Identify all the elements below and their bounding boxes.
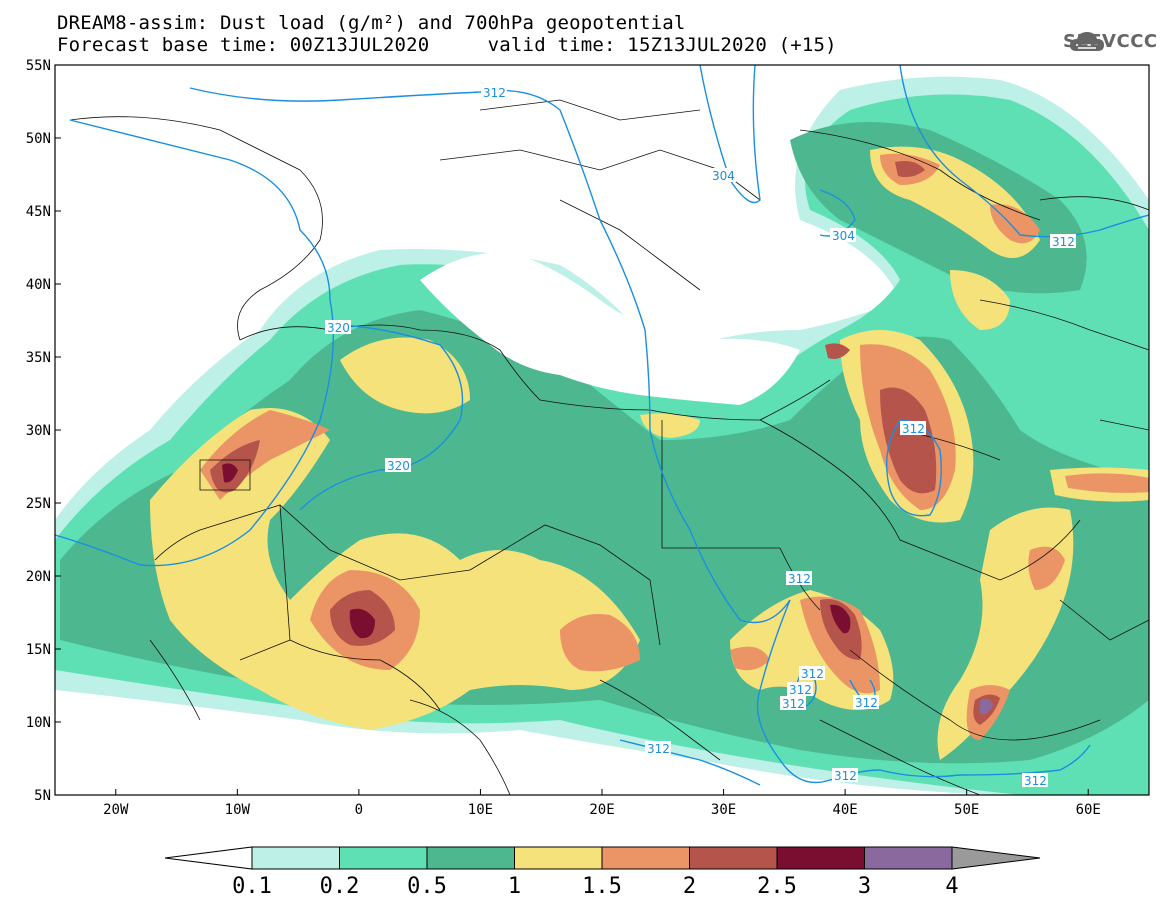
colorbar-segment [689, 846, 778, 870]
colorbar-segment [514, 846, 603, 870]
colorbar-label: 2.5 [757, 874, 797, 899]
colorbar-label: 0.5 [407, 874, 447, 899]
colorbar-label: 0.1 [232, 874, 272, 899]
contour-label: 312 [1052, 235, 1075, 249]
colorbar-high-arrow [951, 846, 1041, 870]
latitude-label: 15N [26, 642, 51, 658]
latitude-label: 30N [26, 423, 51, 439]
latitude-labels: 55N 50N 45N 40N 35N 30N 25N 20N 15N 10N 5N [26, 58, 61, 804]
geopotential-contours [55, 65, 1149, 786]
latitude-label: 20N [26, 569, 51, 585]
colorbar-segment [251, 846, 340, 870]
contour-label: 312 [834, 769, 857, 783]
colorbar-low-arrow [164, 846, 253, 870]
latitude-label: 35N [26, 350, 51, 366]
contour-label: 320 [327, 321, 350, 335]
colorbar-label: 0.2 [320, 874, 360, 899]
latitude-label: 5N [34, 788, 51, 804]
latitude-label: 40N [26, 277, 51, 293]
colorbar-label: 4 [945, 874, 958, 899]
colorbar-segment [426, 846, 515, 870]
contour-label: 312 [647, 742, 670, 756]
contour-label: 304 [712, 169, 735, 183]
longitude-labels: 20W 10W 0 10E 20E 30E 40E 50E 60E [103, 789, 1101, 818]
colorbar-label: 1.5 [582, 874, 622, 899]
colorbar-segment [339, 846, 428, 870]
latitude-label: 25N [26, 496, 51, 512]
colorbar-segment [776, 846, 865, 870]
forecast-time-subtitle: Forecast base time: 00Z13JUL2020 valid t… [57, 34, 837, 56]
contour-label: 312 [789, 683, 812, 697]
contour-label: 312 [788, 572, 811, 586]
longitude-label: 50E [954, 802, 979, 818]
longitude-label: 0 [355, 802, 363, 818]
contour-label: 312 [855, 696, 878, 710]
longitude-label: 10E [468, 802, 493, 818]
colorbar-label: 2 [683, 874, 696, 899]
latitude-label: 55N [26, 58, 51, 74]
contour-label: 312 [483, 86, 506, 100]
contour-label: 312 [1024, 774, 1047, 788]
longitude-label: 60E [1076, 802, 1101, 818]
logo-text: SEEVCCC [1063, 31, 1158, 52]
dust-field: 312 304 304 312 320 320 312 312 312 312 … [55, 65, 1149, 795]
cloud-logo-icon [1070, 32, 1104, 51]
contour-label: 312 [801, 667, 824, 681]
latitude-label: 50N [26, 131, 51, 147]
map-title: DREAM8-assim: Dust load (g/m²) and 700hP… [57, 12, 686, 34]
longitude-label: 30E [711, 802, 736, 818]
colorbar-segment [864, 846, 953, 870]
contour-label: 312 [902, 422, 925, 436]
latitude-label: 10N [26, 715, 51, 731]
longitude-label: 20E [589, 802, 614, 818]
colorbar-segment [601, 846, 690, 870]
contour-label: 320 [387, 459, 410, 473]
longitude-label: 10W [225, 802, 251, 818]
longitude-label: 40E [832, 802, 857, 818]
colorbar: 0.1 0.2 0.5 1 1.5 2 2.5 3 4 [164, 846, 1041, 899]
longitude-label: 20W [103, 802, 129, 818]
latitude-label: 45N [26, 204, 51, 220]
contour-label: 312 [782, 697, 805, 711]
contour-labels: 312 304 304 312 320 320 312 312 312 312 … [325, 85, 1076, 788]
contour-label: 304 [832, 229, 855, 243]
colorbar-label: 3 [858, 874, 871, 899]
colorbar-label: 1 [508, 874, 521, 899]
